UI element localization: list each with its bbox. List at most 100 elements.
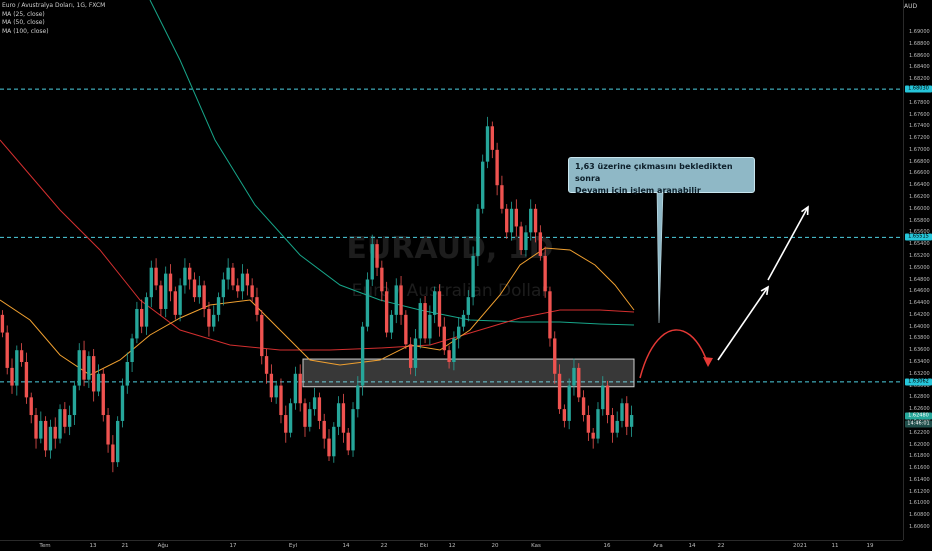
price-tick: 1.66600 xyxy=(909,170,930,177)
candle-body xyxy=(356,385,360,410)
price-tick: 1.65400 xyxy=(909,241,930,248)
price-tick: 1.64200 xyxy=(909,311,930,318)
price-tick: 1.68800 xyxy=(909,40,930,47)
price-tick: 1.67600 xyxy=(909,111,930,118)
candle-body xyxy=(351,409,355,451)
candle-body xyxy=(250,285,254,298)
time-tick: 22 xyxy=(380,543,388,549)
candle-body xyxy=(125,362,129,386)
price-tick: 1.67200 xyxy=(909,135,930,142)
candle-body xyxy=(168,273,173,292)
candle-body xyxy=(202,285,206,309)
time-tick: 14 xyxy=(342,543,350,549)
upper-line-price-tag: 1.68030 xyxy=(905,85,932,93)
candle-body xyxy=(365,279,370,327)
price-tick: 1.62000 xyxy=(909,441,930,448)
price-tick: 1.68200 xyxy=(909,76,930,83)
projection-arrow-1-head xyxy=(760,285,770,296)
candle-body xyxy=(10,367,14,386)
candle-body xyxy=(149,267,153,298)
ma25-label[interactable]: MA (25, close) xyxy=(2,10,45,18)
candle-body xyxy=(207,308,211,327)
price-tick: 1.61200 xyxy=(909,488,930,495)
candle-body xyxy=(375,244,379,268)
candle-body xyxy=(140,308,144,327)
candle-body xyxy=(428,314,432,339)
candle-body xyxy=(164,273,168,309)
time-tick: 12 xyxy=(448,543,456,549)
time-tick: Kas xyxy=(531,543,541,549)
price-tick: 1.61600 xyxy=(909,465,930,472)
ma100-line xyxy=(149,0,635,326)
candle-body xyxy=(0,314,5,333)
candle-body xyxy=(605,385,610,416)
candle-body xyxy=(312,397,317,410)
candle-body xyxy=(279,385,283,416)
candle-body xyxy=(447,350,451,362)
candle-body xyxy=(336,403,341,427)
candle-body xyxy=(596,409,600,439)
price-tick: 1.66000 xyxy=(909,205,930,212)
candle-body xyxy=(457,326,461,339)
price-tick: 1.64600 xyxy=(909,288,930,295)
candle-body xyxy=(226,267,230,280)
time-tick: Ağu xyxy=(157,543,169,549)
candle-body xyxy=(183,267,187,286)
candle-body xyxy=(178,285,182,315)
time-tick: 13 xyxy=(89,543,97,549)
candle-body xyxy=(260,314,264,357)
price-tick: 1.65800 xyxy=(909,217,930,224)
candle-body xyxy=(418,303,422,339)
price-tick: 1.67400 xyxy=(909,123,930,130)
time-axis[interactable]: Tem 13 21 Ağu 17 Eyl 14 22 Eki 12 20 Kas 16 Ara 14 22 20… xyxy=(0,540,903,551)
candle-body xyxy=(63,409,67,427)
candle-body xyxy=(562,409,567,421)
candle-body xyxy=(432,291,437,315)
candle-body xyxy=(413,338,418,368)
candle-body xyxy=(87,356,91,380)
text-annotation[interactable]: 1,63 üzerine çıkmasını bekledikten sonra… xyxy=(568,157,755,195)
candle-body xyxy=(509,208,514,233)
price-tick: 1.68600 xyxy=(909,52,930,59)
time-tick: 14 xyxy=(688,543,696,549)
candle-body xyxy=(173,291,177,315)
symbol-line[interactable]: Euro / Avustralya Doları, 1G, FXCM xyxy=(2,2,106,9)
candle-body xyxy=(231,267,235,286)
price-tick: 1.66400 xyxy=(909,182,930,189)
currency-label: AUD xyxy=(904,3,918,10)
candle-body xyxy=(212,314,216,327)
candle-body xyxy=(34,415,38,439)
candle-body xyxy=(490,126,494,150)
candle-body xyxy=(240,273,245,292)
candle-body xyxy=(120,385,125,421)
candle-body xyxy=(586,415,591,433)
candle-body xyxy=(442,326,446,351)
candle-body xyxy=(581,397,586,416)
candle-body xyxy=(601,385,605,410)
price-tick: 1.61000 xyxy=(909,500,930,507)
candle-body xyxy=(96,373,101,392)
candle-body xyxy=(485,126,490,162)
candle-body xyxy=(471,255,475,298)
time-tick: Ara xyxy=(653,543,663,549)
candle-body xyxy=(269,373,274,398)
candle-body xyxy=(529,208,533,233)
candle-body xyxy=(91,356,96,392)
ma100-label[interactable]: MA (100, close) xyxy=(2,27,49,35)
price-tick: 1.61400 xyxy=(909,476,930,483)
middle-line-price-tag: 1.65515 xyxy=(905,233,932,241)
candle-body xyxy=(394,285,398,315)
ma50-label[interactable]: MA (50, close) xyxy=(2,19,45,26)
candle-body xyxy=(346,432,350,451)
candle-body xyxy=(466,297,470,315)
price-axis[interactable]: 1.69000 1.68800 1.68600 1.68400 1.68200 1.680… xyxy=(903,0,932,540)
candle-body xyxy=(293,373,298,404)
price-tick: 1.62200 xyxy=(909,429,930,436)
candle-body xyxy=(197,285,202,298)
candle-body xyxy=(360,326,365,386)
note-pointer xyxy=(656,192,664,324)
projection-arrow-2-head xyxy=(801,205,809,216)
candle-body xyxy=(221,279,226,298)
